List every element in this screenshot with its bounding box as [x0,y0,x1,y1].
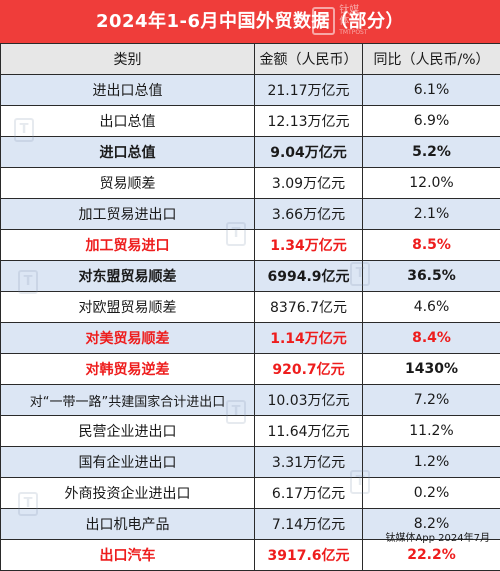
category-cell: 进口总值 [1,137,255,168]
category-cell: 对美贸易顺差 [1,323,255,354]
amount-cell: 920.7亿元 [255,354,363,385]
yoy-cell: 2.1% [363,199,500,230]
yoy-cell: 8.5% [363,230,500,261]
yoy-cell: 7.2% [363,385,500,416]
yoy-cell: 1.2% [363,447,500,478]
amount-cell: 21.17万亿元 [255,75,363,106]
amount-cell: 3.31万亿元 [255,447,363,478]
tmtpost-watermark-icon: T [226,400,246,424]
category-cell: 国有企业进出口 [1,447,255,478]
watermark-text: 钛媒体 [339,5,368,27]
background-watermark: T [18,270,38,294]
category-cell: 加工贸易进出口 [1,199,255,230]
category-cell: 对东盟贸易顺差 [1,261,255,292]
category-cell: 对欧盟贸易顺差 [1,292,255,323]
tmtpost-watermark-icon: T [350,262,370,286]
amount-cell: 9.04万亿元 [255,137,363,168]
amount-cell: 8376.7亿元 [255,292,363,323]
yoy-cell: 22.2% [363,540,500,571]
amount-cell: 3.09万亿元 [255,168,363,199]
yoy-cell: 0.2% [363,478,500,509]
amount-cell: 1.34万亿元 [255,230,363,261]
watermark-label: 钛媒体 TMTPOST [339,5,368,38]
watermark-logo: T 钛媒体 TMTPOST [312,6,368,36]
amount-cell: 7.14万亿元 [255,509,363,540]
tmtpost-watermark-icon: T [226,222,246,246]
category-cell: 外商投资企业进出口 [1,478,255,509]
category-cell: 对“一带一路”共建国家合计进出口 [1,385,255,416]
yoy-cell: 1430% [363,354,500,385]
column-header-amount: 金额（人民币） [255,44,363,75]
amount-cell: 1.14万亿元 [255,323,363,354]
background-watermark: T [350,470,370,494]
background-watermark: T [226,400,246,424]
category-cell: 贸易顺差 [1,168,255,199]
source-note: 钛媒体App 2024年7月 [385,529,490,544]
tmtpost-logo-icon: T [312,7,335,35]
watermark-subtext: TMTPOST [339,27,368,38]
yoy-cell: 6.9% [363,106,500,137]
yoy-cell: 4.6% [363,292,500,323]
yoy-cell: 36.5% [363,261,500,292]
tmtpost-watermark-icon: T [18,492,38,516]
tmtpost-watermark-icon: T [350,470,370,494]
amount-cell: 12.13万亿元 [255,106,363,137]
category-cell: 出口总值 [1,106,255,137]
amount-cell: 6.17万亿元 [255,478,363,509]
amount-cell: 3.66万亿元 [255,199,363,230]
tmtpost-watermark-icon: T [18,270,38,294]
category-cell: 对韩贸易逆差 [1,354,255,385]
column-header-yoy: 同比（人民币/%） [363,44,500,75]
category-cell: 民营企业进出口 [1,416,255,447]
tmtpost-watermark-icon: T [14,118,34,142]
yoy-cell: 5.2% [363,137,500,168]
yoy-cell: 12.0% [363,168,500,199]
yoy-cell: 6.1% [363,75,500,106]
amount-cell: 3917.6亿元 [255,540,363,571]
background-watermark: T [14,118,34,142]
amount-cell: 6994.9亿元 [255,261,363,292]
category-cell: 出口汽车 [1,540,255,571]
category-cell: 进出口总值 [1,75,255,106]
column-header-category: 类别 [1,44,255,75]
yoy-cell: 8.4% [363,323,500,354]
table-title: 2024年1-6月中国外贸数据（部分） [0,0,500,43]
background-watermark: T [350,262,370,286]
table-header-row: 类别 金额（人民币） 同比（人民币/%） [1,44,500,75]
category-cell: 出口机电产品 [1,509,255,540]
amount-cell: 11.64万亿元 [255,416,363,447]
yoy-cell: 11.2% [363,416,500,447]
background-watermark: T [18,492,38,516]
amount-cell: 10.03万亿元 [255,385,363,416]
category-cell: 加工贸易进口 [1,230,255,261]
background-watermark: T [226,222,246,246]
